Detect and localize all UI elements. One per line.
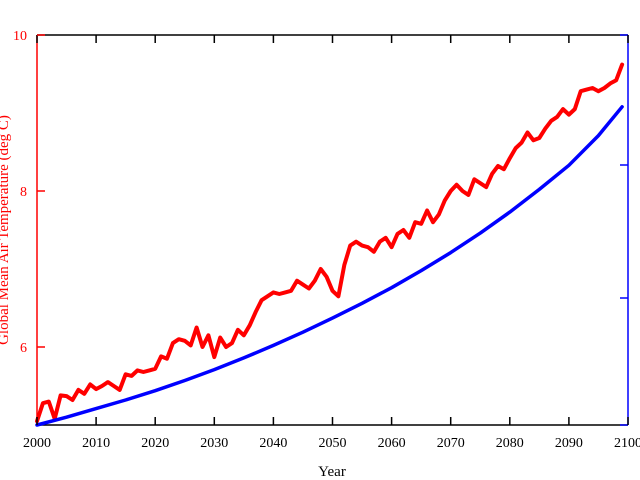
x-tick-label: 2000 (23, 436, 51, 451)
x-tick-label: 2030 (200, 436, 228, 451)
x-tick-label: 2060 (378, 436, 406, 451)
temperature-series-line (35, 62, 625, 424)
x-tick-label: 2040 (259, 436, 287, 451)
y-tick-label: 6 (20, 341, 27, 356)
x-tick-label: 2070 (437, 436, 465, 451)
x-tick-label: 2010 (82, 436, 110, 451)
plot-frame (36, 34, 629, 426)
y-axis-ticks: 6 8 10 (13, 29, 45, 356)
trend-series-line (35, 105, 624, 427)
x-tick-label: 2090 (555, 436, 583, 451)
x-tick-label: 2080 (496, 436, 524, 451)
x-tick-label: 2020 (141, 436, 169, 451)
y-tick-label: 8 (20, 185, 27, 200)
x-tick-label: 2100 (614, 436, 640, 451)
series-layer (35, 62, 625, 427)
x-axis-ticks: 2000 2010 2020 2030 2040 2050 2060 2070 2080 2090… (23, 35, 640, 451)
x-tick-label: 2050 (319, 436, 347, 451)
right-axis-ticks (620, 34, 628, 426)
y-axis-label-left: Global Mean Air Temperature (deg C) (0, 115, 12, 345)
x-axis-label: Year (318, 464, 346, 480)
y-tick-label: 10 (13, 29, 27, 44)
